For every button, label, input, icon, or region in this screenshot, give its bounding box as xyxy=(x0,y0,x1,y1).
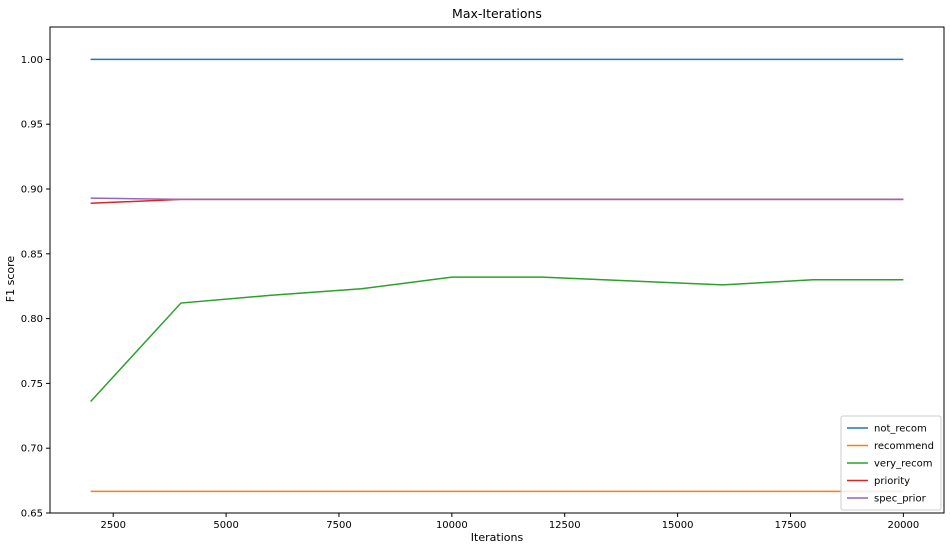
x-tick-label: 5000 xyxy=(213,520,238,531)
x-tick-label: 7500 xyxy=(326,520,351,531)
y-axis-ticks: 0.65 0.70 0.75 0.80 0.85 0.90 0.95 1.00 xyxy=(21,55,50,520)
legend-label-very-recom: very_recom xyxy=(874,459,933,470)
x-axis-ticks: 2500 5000 7500 10000 12500 15000 17500 20000 xyxy=(100,513,919,531)
x-tick-label: 15000 xyxy=(662,520,694,531)
x-tick-label: 20000 xyxy=(887,520,919,531)
legend-label-recommend: recommend xyxy=(874,441,934,452)
x-tick-label: 10000 xyxy=(436,520,468,531)
y-tick-label: 0.90 xyxy=(21,185,43,196)
y-tick-label: 0.65 xyxy=(21,509,43,520)
y-tick-label: 0.85 xyxy=(21,249,43,260)
y-tick-label: 0.75 xyxy=(21,379,43,390)
legend-label-priority: priority xyxy=(874,476,910,487)
plot-frame xyxy=(49,26,945,514)
x-tick-label: 2500 xyxy=(100,520,125,531)
y-tick-label: 1.00 xyxy=(21,55,43,66)
legend: not_recom recommend very_recom priority spec… xyxy=(840,415,942,511)
y-tick-label: 0.70 xyxy=(21,444,43,455)
x-tick-label: 12500 xyxy=(549,520,581,531)
y-tick-label: 0.95 xyxy=(21,120,43,131)
series-line-spec-prior xyxy=(90,197,904,201)
legend-label-not-recom: not_recom xyxy=(874,424,927,435)
chart-title: Max-Iterations xyxy=(452,6,542,21)
series-lines xyxy=(90,58,904,493)
y-tick-label: 0.80 xyxy=(21,314,43,325)
legend-box xyxy=(840,415,942,511)
x-tick-label: 17500 xyxy=(775,520,807,531)
x-axis-label: Iterations xyxy=(471,531,524,544)
series-line-very-recom xyxy=(90,276,904,403)
legend-label-spec-prior: spec_prior xyxy=(874,494,927,505)
y-axis-label: F1 score xyxy=(4,256,17,303)
